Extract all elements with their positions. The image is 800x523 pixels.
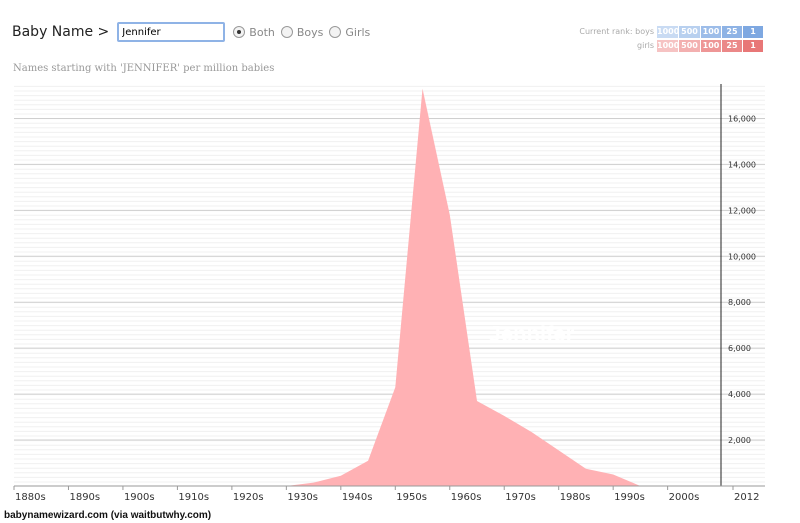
source-credit: babynamewizard.com (via waitbutwhy.com)	[4, 510, 212, 521]
radio-girls[interactable]: Girls	[329, 26, 370, 39]
y-tick-label: 8,000	[728, 298, 751, 307]
name-trend-chart: Jennifer 2,000 4,000 6,000 8,000 10,000 12,00…	[13, 84, 765, 503]
boys-rank-500[interactable]: 500	[679, 25, 700, 38]
chart-subtitle: Names starting with 'JENNIFER' per milli…	[13, 63, 275, 74]
x-tick-label: 1900s	[124, 492, 155, 503]
y-tick-label: 6,000	[728, 344, 751, 353]
x-tick-label: 2012	[734, 492, 759, 503]
boys-rank-1[interactable]: 1	[743, 25, 763, 38]
girls-rank-25[interactable]: 25	[722, 39, 742, 52]
boys-rank-100[interactable]: 100	[701, 25, 721, 38]
rank-row-boys: Current rank: boys 1000 500 100 25 1	[572, 25, 764, 38]
girls-rank-500[interactable]: 500	[679, 39, 700, 52]
header: Baby Name > Both Boys Girls	[12, 20, 376, 44]
x-tick-label: 1970s	[505, 492, 536, 503]
minor-grid	[14, 85, 765, 483]
x-tick-label: 1910s	[178, 492, 209, 503]
y-tick-label: 16,000	[728, 114, 756, 123]
radio-boys-indicator[interactable]	[280, 26, 293, 38]
radio-girls-indicator[interactable]	[329, 26, 342, 38]
x-tick-label: 1950s	[396, 492, 427, 503]
x-tick-label: 1920s	[233, 492, 264, 503]
x-tick-label: 1880s	[15, 492, 46, 503]
x-tick-label: 1990s	[614, 492, 645, 503]
current-rank-label: Current rank:	[579, 27, 633, 36]
x-axis-ticks: 1880s 1890s 1900s 1910s 1920s 1930s 1940s 1950s…	[13, 486, 759, 503]
x-tick-label: 1940s	[342, 492, 373, 503]
x-tick-label: 1930s	[287, 492, 318, 503]
girls-rank-1[interactable]: 1	[743, 39, 763, 52]
y-tick-label: 4,000	[728, 390, 751, 399]
radio-boys-label: Boys	[296, 25, 324, 39]
name-search-input[interactable]	[117, 22, 226, 42]
radio-both-label: Both	[249, 25, 275, 39]
boys-rank-25[interactable]: 25	[722, 25, 742, 38]
radio-both-indicator[interactable]	[233, 26, 246, 38]
gender-radio-group: Both Boys Girls	[233, 26, 376, 39]
girls-rank-1000[interactable]: 1000	[657, 39, 680, 52]
girls-rank-100[interactable]: 100	[701, 39, 721, 52]
girls-label: girls	[637, 41, 654, 50]
x-tick-label: 1980s	[560, 492, 591, 503]
app-title: Baby Name >	[12, 24, 110, 40]
rank-row-girls: girls 1000 500 100 25 1	[572, 39, 764, 52]
y-tick-label: 10,000	[728, 252, 756, 261]
y-axis-ticks: 2,000 4,000 6,000 8,000 10,000 12,000 14,000 16…	[728, 114, 756, 445]
y-tick-label: 14,000	[728, 160, 756, 169]
y-tick-label: 2,000	[728, 436, 751, 445]
y-tick-label: 12,000	[728, 206, 756, 215]
rank-row-boys-label: Current rank: boys	[572, 27, 657, 36]
current-rank-panel: Current rank: boys 1000 500 100 25 1 gir…	[572, 25, 764, 53]
boys-label: boys	[635, 27, 654, 36]
radio-boys[interactable]: Boys	[280, 25, 324, 39]
series-label-jennifer[interactable]: Jennifer	[489, 321, 575, 346]
x-tick-label: 2000s	[669, 492, 700, 503]
boys-rank-1000[interactable]: 1000	[657, 25, 680, 38]
radio-girls-label: Girls	[345, 25, 371, 39]
radio-both[interactable]: Both	[233, 26, 275, 39]
x-tick-label: 1960s	[451, 492, 482, 503]
x-tick-label: 1890s	[69, 492, 100, 503]
